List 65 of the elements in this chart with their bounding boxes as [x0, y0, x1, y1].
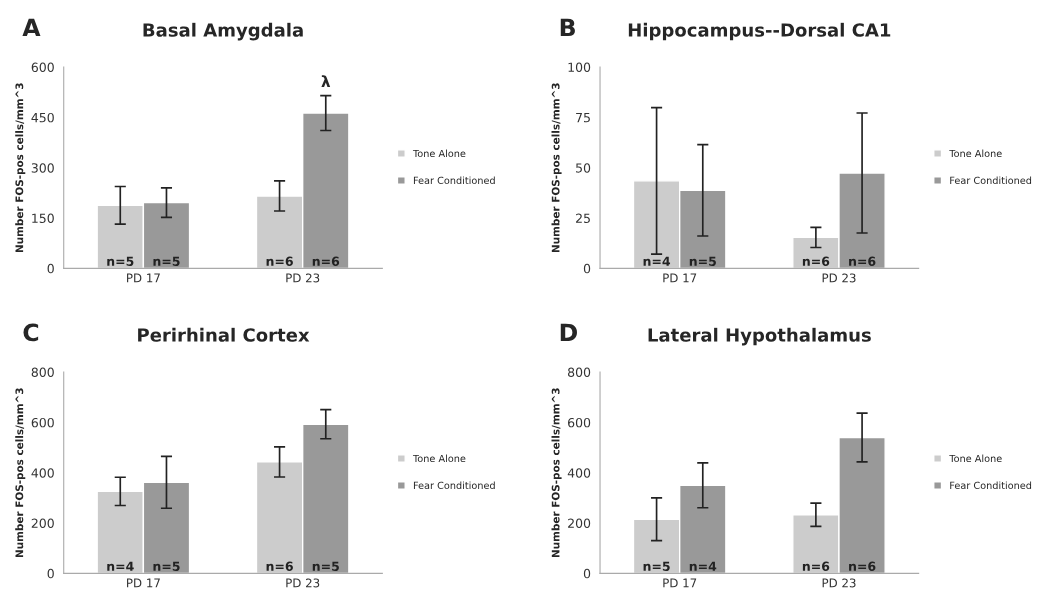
- annotation: n=4: [643, 256, 671, 266]
- legend-label: Fear Conditioned: [950, 481, 1032, 490]
- y-axis-title: Number FOS-pos cells/mm^3: [551, 83, 562, 253]
- legend-label: Tone Alone: [412, 454, 466, 463]
- y-tick-label: 600: [568, 417, 591, 428]
- y-tick-label: 75: [576, 113, 590, 123]
- y-tick-label: 600: [31, 62, 54, 73]
- chart-title: Perirhinal Cortex: [138, 327, 310, 342]
- x-tick-label: PD 17: [663, 273, 697, 283]
- annotation: λ: [321, 75, 331, 87]
- x-tick-label: PD 23: [822, 578, 856, 588]
- y-tick-label: 400: [567, 468, 591, 478]
- legend-label: Fear Conditioned: [950, 176, 1032, 185]
- annotation: n=6: [266, 561, 293, 571]
- y-tick-label: 200: [31, 518, 54, 528]
- chart-title: Lateral Hypothalamus: [648, 327, 871, 346]
- x-tick-label: PD 23: [822, 273, 856, 283]
- legend-label: Tone Alone: [949, 149, 1002, 158]
- y-tick-label: 300: [31, 163, 54, 173]
- annotation: n=5: [312, 561, 339, 571]
- y-axis-title: Number FOS-pos cells/mm^3: [551, 388, 562, 558]
- annotation: n=6: [802, 256, 830, 266]
- text: A: [22, 18, 41, 37]
- y-tick-label: 50: [576, 163, 591, 173]
- annotation: n=6: [266, 256, 293, 266]
- y-tick-label: 0: [47, 568, 54, 579]
- legend-label: Tone Alone: [412, 149, 466, 158]
- annotation: n=6: [849, 256, 876, 266]
- x-tick-label: PD 23: [286, 273, 320, 283]
- y-tick-label: 0: [583, 568, 591, 579]
- x-tick-label: PD 17: [127, 273, 160, 283]
- y-tick-label: 150: [32, 213, 54, 223]
- annotation: n=5: [153, 256, 180, 266]
- text: B: [560, 18, 575, 37]
- y-axis-title: Number FOS-pos cells/mm^3: [15, 83, 26, 253]
- legend-label: Fear Conditioned: [413, 176, 495, 185]
- y-tick-label: 800: [31, 367, 54, 378]
- y-tick-label: 0: [47, 263, 54, 274]
- x-tick-label: PD 17: [663, 578, 697, 588]
- annotation: n=5: [107, 256, 134, 266]
- annotation: n=6: [802, 561, 830, 571]
- y-tick-label: 0: [583, 263, 591, 274]
- legend-label: Fear Conditioned: [413, 481, 495, 490]
- x-tick-label: PD 17: [127, 578, 160, 588]
- annotation: n=5: [153, 561, 180, 571]
- chart-title: Basal Amygdala: [143, 22, 303, 41]
- annotation: n=6: [312, 256, 340, 266]
- y-tick-label: 400: [31, 468, 54, 478]
- annotation: n=4: [107, 561, 134, 571]
- annotation: n=5: [689, 256, 716, 266]
- y-axis-title: Number FOS-pos cells/mm^3: [15, 388, 26, 558]
- text: C: [23, 323, 39, 342]
- y-tick-label: 200: [568, 518, 591, 528]
- legend-label: Tone Alone: [949, 454, 1002, 463]
- y-tick-label: 100: [568, 62, 591, 73]
- annotation: n=5: [643, 561, 670, 571]
- chart-title: Hippocampus--Dorsal CA1: [628, 22, 891, 41]
- y-tick-label: 25: [576, 213, 590, 223]
- x-tick-label: PD 23: [286, 578, 320, 588]
- annotation: n=6: [849, 561, 876, 571]
- text: D: [560, 323, 577, 342]
- y-tick-label: 600: [31, 417, 54, 428]
- annotation: n=4: [689, 561, 717, 571]
- y-tick-label: 800: [567, 367, 591, 378]
- y-tick-label: 450: [31, 112, 54, 123]
